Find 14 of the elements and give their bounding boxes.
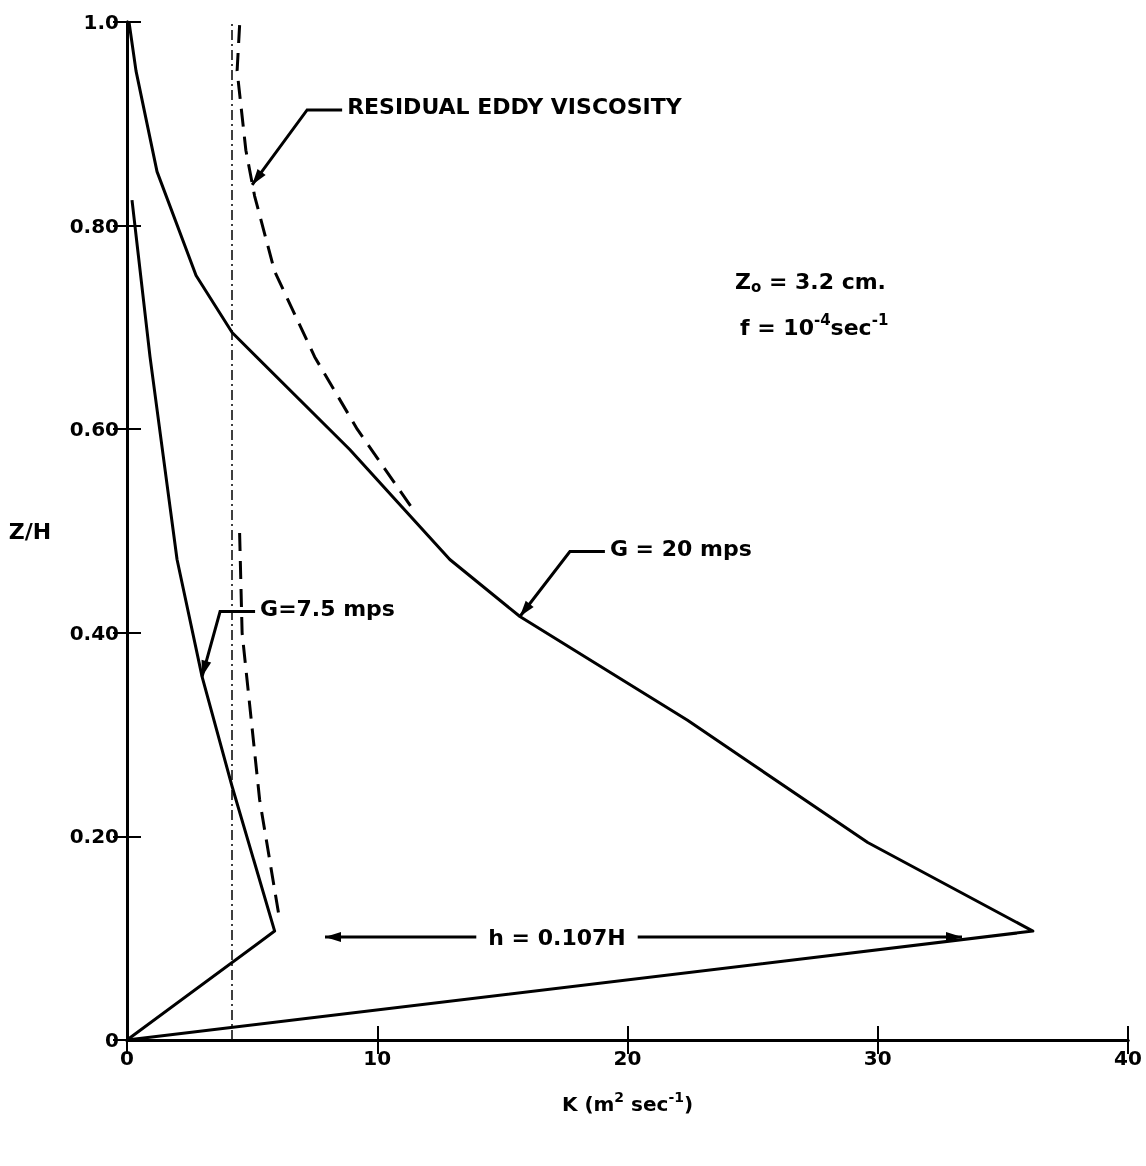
y-tick-label: 0.20 [69, 824, 119, 849]
y-axis-title: Z/H [8, 518, 52, 544]
x-tick-label: 20 [613, 1046, 642, 1070]
y-tick-label: 0.80 [69, 213, 119, 238]
y-tick-label: 0.40 [69, 620, 119, 645]
annotation: RESIDUAL EDDY VISCOSITY [347, 94, 683, 120]
y-tick-label: 1.0 [83, 10, 119, 34]
x-tick-label: 10 [363, 1046, 392, 1070]
x-tick-label: 40 [1114, 1046, 1142, 1070]
y-tick-label: 0.60 [69, 417, 119, 442]
x-tick-label: 30 [863, 1046, 892, 1070]
annotation: G = 20 mps [609, 536, 752, 562]
annotation: h = 0.107H [488, 924, 626, 950]
annotation: G=7.5 mps [260, 596, 395, 622]
